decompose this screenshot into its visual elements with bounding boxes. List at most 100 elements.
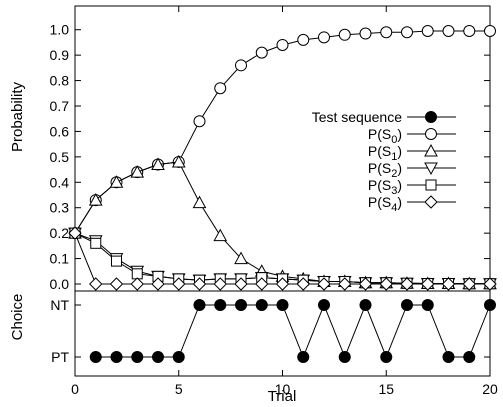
test-sequence-line (95, 303, 491, 359)
data-point (338, 277, 352, 291)
probability-panel (68, 24, 497, 291)
choice-tick-label: NT (50, 297, 69, 313)
y-tick-label: 1.0 (50, 22, 70, 38)
data-point (296, 277, 310, 291)
x-tick-label: 0 (71, 381, 79, 397)
data-point (235, 59, 247, 72)
data-point (68, 226, 82, 240)
y-axis-label-probability: Probability (9, 81, 26, 152)
test-sequence-point (214, 299, 227, 311)
legend-item: Test sequence (312, 109, 456, 125)
data-point (401, 26, 413, 39)
data-point (214, 82, 227, 95)
data-point (484, 24, 496, 37)
data-point (171, 154, 186, 168)
test-sequence-point (110, 351, 123, 363)
test-sequence-point (484, 299, 496, 311)
data-point (359, 27, 372, 40)
data-point (442, 24, 455, 37)
test-sequence-point (318, 299, 330, 311)
y-tick-label: 0.6 (50, 123, 70, 139)
y-tick-label: 0.5 (50, 149, 70, 165)
data-point (111, 255, 122, 267)
legend-marker (424, 143, 438, 157)
y-tick-label: 0.2 (50, 225, 70, 241)
x-tick-label: 20 (482, 381, 498, 397)
data-point (151, 157, 165, 170)
data-point (297, 33, 310, 46)
test-sequence-point (463, 351, 476, 363)
plot-frame (74, 5, 491, 377)
data-point (89, 277, 103, 291)
data-point (462, 277, 476, 291)
data-point (421, 24, 434, 37)
data-point (130, 165, 145, 178)
data-point (109, 175, 124, 188)
data-point (255, 277, 269, 291)
data-point (213, 277, 227, 291)
test-sequence-point (359, 299, 372, 311)
y-tick-label: 0.7 (50, 98, 70, 114)
test-sequence-point (338, 351, 351, 363)
data-point (318, 31, 330, 44)
data-point (109, 277, 124, 291)
legend-label: P(S4) (368, 194, 402, 214)
y-tick-label: 0.9 (50, 47, 70, 63)
data-point (255, 46, 268, 59)
data-point (441, 277, 456, 291)
data-point (130, 277, 144, 291)
series-circle (69, 24, 496, 240)
choice-tick-label: PT (51, 349, 69, 365)
test-sequence-point (421, 299, 434, 311)
y-tick-label: 0.1 (50, 251, 70, 267)
legend-label: Test sequence (312, 109, 402, 125)
y-tick-label: 0.0 (50, 276, 70, 292)
test-sequence-point (235, 299, 247, 311)
y-tick-label: 0.4 (50, 174, 70, 190)
test-sequence-point (442, 351, 455, 363)
test-sequence-point (193, 299, 206, 311)
data-point (379, 277, 393, 291)
data-point (88, 193, 103, 206)
test-sequence-point (172, 351, 185, 363)
legend-marker (425, 111, 437, 123)
test-sequence-point (276, 299, 289, 311)
axes: 0.0 0.1 0.2 0.3 0.4 0.5 0.6 0.7 0.8 0.9 1.0 PT NT 0 5 1… (50, 5, 498, 397)
x-axis-label: Trial (268, 388, 297, 405)
data-point (172, 277, 186, 291)
data-point (151, 277, 165, 291)
data-point (192, 195, 207, 209)
test-sequence-point (152, 351, 164, 363)
data-point (400, 277, 414, 291)
data-point (213, 228, 228, 242)
test-sequence-point (89, 351, 102, 363)
legend-marker (424, 195, 438, 209)
series-diamond (68, 226, 497, 291)
data-point (380, 26, 393, 39)
x-tick-label: 5 (175, 381, 183, 397)
data-point (463, 24, 476, 37)
x-tick-label: 10 (275, 381, 291, 397)
data-point (338, 28, 351, 41)
y-tick-label: 0.8 (50, 73, 70, 89)
test-sequence-point (297, 351, 310, 363)
data-point (90, 237, 102, 249)
data-point (193, 115, 206, 128)
test-sequence-point (380, 351, 393, 363)
y-axis-label-choice: Choice (9, 294, 26, 341)
data-point (192, 277, 207, 291)
legend-marker (425, 128, 437, 140)
data-point (421, 277, 435, 291)
data-point (234, 277, 248, 291)
data-point (276, 38, 289, 51)
choice-panel (89, 299, 496, 363)
test-sequence-point (255, 299, 268, 311)
legend-marker (425, 179, 437, 191)
data-point (358, 277, 373, 291)
data-point (483, 277, 497, 291)
test-sequence-point (401, 299, 413, 311)
legend-marker (424, 162, 438, 176)
data-point (234, 251, 248, 265)
